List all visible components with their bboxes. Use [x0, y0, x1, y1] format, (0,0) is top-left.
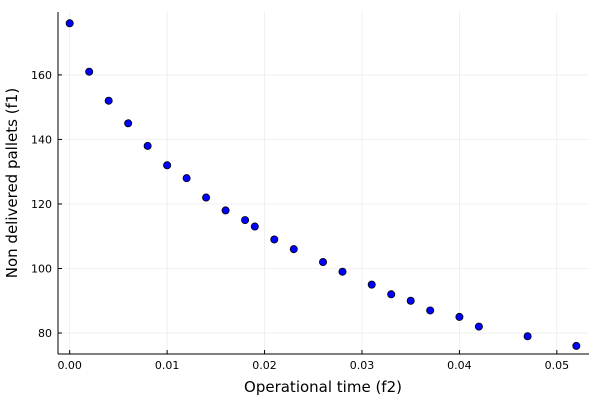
y-tick-label: 140 — [31, 133, 52, 146]
data-point — [367, 280, 376, 289]
data-point — [65, 19, 74, 28]
axes — [57, 12, 589, 355]
data-point — [143, 141, 152, 150]
x-tick-label: 0.05 — [545, 359, 570, 372]
data-point — [474, 322, 483, 331]
y-tick-label: 100 — [31, 263, 52, 276]
data-point — [250, 222, 259, 231]
data-point — [387, 290, 396, 299]
y-axis-title: Non delivered pallets (f1) — [3, 88, 21, 279]
data-point — [572, 341, 581, 350]
data-point — [270, 235, 279, 244]
data-point — [163, 161, 172, 170]
data-point — [455, 312, 464, 321]
x-axis-title: Operational time (f2) — [244, 378, 402, 396]
data-point — [338, 267, 347, 276]
x-tick-label: 0.03 — [350, 359, 375, 372]
data-point — [289, 245, 298, 254]
data-point — [241, 216, 250, 225]
grid — [58, 12, 589, 354]
data-point — [104, 96, 113, 105]
data-point — [202, 193, 211, 202]
y-tick-label: 120 — [31, 198, 52, 211]
data-point — [426, 306, 435, 315]
data-point — [182, 174, 191, 183]
data-points — [65, 19, 581, 350]
data-point — [85, 67, 94, 76]
data-point — [523, 332, 532, 341]
data-point — [319, 258, 328, 267]
data-point — [406, 296, 415, 305]
x-tick-label: 0.01 — [155, 359, 180, 372]
x-tick-label: 0.04 — [447, 359, 472, 372]
tick-labels: 0.00 0.01 0.02 0.03 0.04 0.05 80 100 120 140 160 — [31, 69, 569, 372]
data-point — [124, 119, 133, 128]
y-tick-label: 160 — [31, 69, 52, 82]
x-tick-label: 0.02 — [252, 359, 277, 372]
y-tick-label: 80 — [38, 327, 52, 340]
data-point — [221, 206, 230, 215]
x-tick-label: 0.00 — [57, 359, 82, 372]
